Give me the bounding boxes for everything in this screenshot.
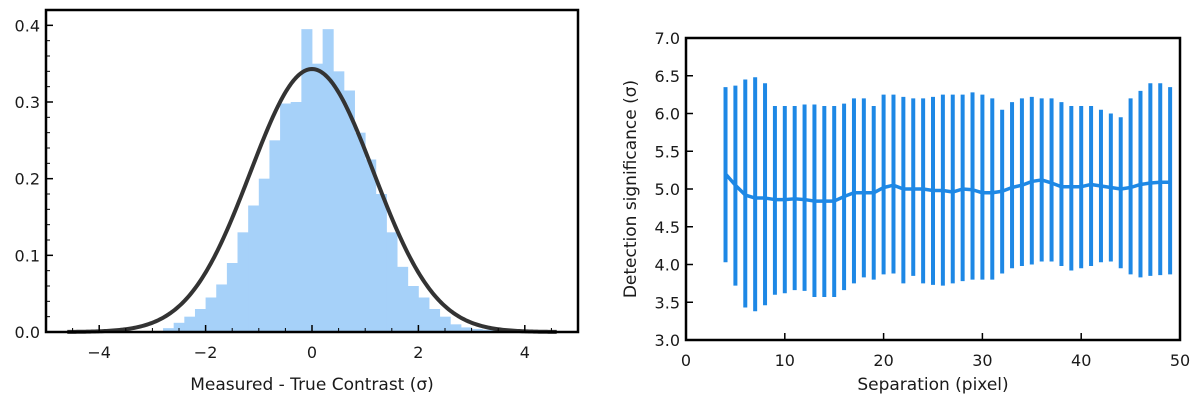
histogram-y-tick-label: 0.3: [15, 93, 40, 112]
errorbar-frame: [684, 36, 1182, 342]
histogram-frame: [44, 8, 580, 334]
histogram-x-tick-label: 4: [520, 343, 530, 362]
histogram-bar: [439, 316, 451, 332]
histogram-bar: [343, 90, 355, 332]
histogram-bar: [163, 328, 175, 332]
histogram-bars: [163, 29, 526, 333]
histogram-x-tick-label: −4: [87, 343, 111, 362]
errorbar-y-tick-label: 4.0: [655, 256, 680, 275]
histogram-bar: [354, 132, 366, 332]
histogram-bar: [237, 232, 249, 332]
errorbar-x-axis-label: Separation (pixel): [857, 375, 1008, 395]
histogram-bar: [460, 327, 472, 332]
histogram-y-tick-label: 0.4: [15, 16, 40, 35]
errorbar-y-tick-label: 5.0: [655, 180, 680, 199]
histogram-y-tick-label: 0.2: [15, 170, 40, 189]
histogram-bar: [205, 297, 217, 332]
gaussian-curve: [66, 67, 558, 334]
histogram-bar: [248, 205, 260, 332]
histogram-bar: [450, 324, 462, 332]
errorbar-x-tick-label: 50: [1170, 351, 1190, 370]
errorbar-x-tick-label: 40: [1071, 351, 1091, 370]
histogram-y-tick-label: 0.1: [15, 246, 40, 265]
histogram-bar: [333, 71, 345, 332]
histogram-bar: [386, 232, 398, 332]
histogram-bar: [226, 263, 238, 332]
errorbar-y-tick-label: 7.0: [655, 29, 680, 48]
errorbar-y-tick-label: 3.5: [655, 293, 680, 312]
error-bars: [723, 77, 1173, 312]
histogram-bar: [407, 286, 419, 332]
histogram-bar: [258, 178, 270, 332]
histogram-x-tick-label: −2: [194, 343, 218, 362]
histogram-bar: [194, 309, 206, 332]
histogram-bar: [173, 322, 185, 332]
histogram-y-tick-label: 0.0: [15, 323, 40, 342]
errorbar-x-tick-label: 10: [775, 351, 795, 370]
errorbar-x-tick-label: 20: [873, 351, 893, 370]
histogram-bar: [312, 63, 324, 333]
histogram-bar: [365, 159, 377, 332]
histogram-x-tick-label: 0: [307, 343, 317, 362]
histogram-x-axis-label: Measured - True Contrast (σ): [190, 375, 434, 395]
errorbar-panel: 0 10 20 30 40 50 3.0 3.5 4.0 4.5 5.0 5.5 6.0 6.5 7.0 S…: [621, 29, 1190, 395]
histogram-bar: [280, 103, 292, 333]
errorbar-x-tick-label: 30: [972, 351, 992, 370]
errorbar-y-tick-label: 4.5: [655, 218, 680, 237]
histogram-bar: [397, 266, 409, 332]
histogram-bar: [301, 29, 313, 333]
histogram-bar: [418, 297, 430, 332]
histogram-bar: [216, 284, 228, 332]
errorbar-x-tick-label: 0: [681, 351, 691, 370]
errorbar-y-tick-label: 3.0: [655, 331, 680, 350]
histogram-bar: [269, 140, 281, 332]
errorbar-y-tick-label: 6.0: [655, 105, 680, 124]
histogram-panel: −4 −2 0 2 4 0.0 0.1 0.2 0.3 0.4 Measured - True C…: [15, 8, 580, 395]
significance-line: [724, 172, 1171, 203]
errorbar-y-axis-label: Detection significance (σ): [621, 80, 641, 298]
histogram-x-tick-label: 2: [413, 343, 423, 362]
histogram-bar: [429, 309, 441, 332]
histogram-bar: [471, 328, 483, 332]
histogram-bar: [322, 29, 334, 333]
histogram-ticks: −4 −2 0 2 4 0.0 0.1 0.2 0.3 0.4: [15, 16, 579, 362]
histogram-bar: [184, 316, 196, 332]
histogram-bar: [375, 194, 387, 332]
histogram-bar: [290, 102, 302, 332]
errorbar-y-tick-label: 6.5: [655, 67, 680, 86]
errorbar-y-tick-label: 5.5: [655, 142, 680, 161]
